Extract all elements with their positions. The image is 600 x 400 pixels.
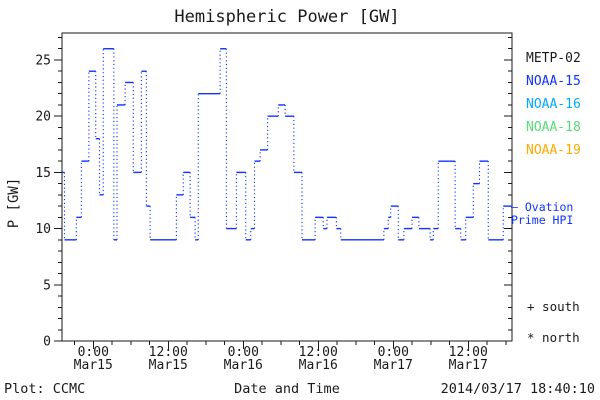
y-tick-label: 15 bbox=[35, 166, 51, 181]
plot-frame bbox=[61, 32, 513, 342]
x-tick-date: Mar17 bbox=[449, 358, 488, 373]
legend-item-noaa-15: NOAA-15 bbox=[526, 74, 581, 89]
ovation-label-line2: Prime HPI bbox=[511, 213, 574, 227]
x-tick-time: 12:00 bbox=[299, 345, 338, 360]
line-sample-dash-icon: — bbox=[511, 200, 518, 214]
x-tick-date: Mar16 bbox=[299, 358, 338, 373]
legend-item-noaa-16: NOAA-16 bbox=[526, 97, 581, 112]
legend-item-noaa-19: NOAA-19 bbox=[526, 143, 581, 158]
plot-credit: Plot: CCMC bbox=[4, 381, 86, 397]
north-marker-note: * north bbox=[527, 330, 580, 345]
chart-title: Hemispheric Power [GW] bbox=[174, 7, 400, 27]
legend-item-noaa-18: NOAA-18 bbox=[526, 120, 581, 135]
legend-item-metp-02: METP-02 bbox=[526, 51, 581, 66]
y-axis-label: P [GW] bbox=[6, 177, 22, 229]
y-tick-label: 25 bbox=[35, 53, 51, 68]
ovation-prime-hpi-label: — Ovation Prime HPI bbox=[511, 201, 573, 227]
y-tick-label: 0 bbox=[43, 335, 51, 350]
y-tick-label: 10 bbox=[35, 222, 51, 237]
x-tick-date: Mar16 bbox=[224, 358, 263, 373]
satellite-legend: METP-02 NOAA-15 NOAA-16 NOAA-18 NOAA-19 bbox=[526, 47, 581, 162]
x-tick-time: 12:00 bbox=[449, 345, 488, 360]
ovation-label-line1: — Ovation bbox=[511, 200, 574, 214]
x-axis-title: Date and Time bbox=[234, 381, 340, 397]
x-tick-time: 0:00 bbox=[378, 345, 409, 360]
x-tick-date: Mar15 bbox=[74, 358, 113, 373]
x-tick-time: 0:00 bbox=[228, 345, 259, 360]
x-tick-time: 12:00 bbox=[149, 345, 188, 360]
y-tick-label: 5 bbox=[43, 278, 51, 293]
y-tick-label: 20 bbox=[35, 110, 51, 125]
x-tick-date: Mar17 bbox=[374, 358, 413, 373]
south-marker-note: + south bbox=[527, 299, 580, 314]
plot-timestamp: 2014/03/17 18:40:10 bbox=[440, 381, 595, 397]
x-tick-date: Mar15 bbox=[149, 358, 188, 373]
x-tick-time: 0:00 bbox=[78, 345, 109, 360]
